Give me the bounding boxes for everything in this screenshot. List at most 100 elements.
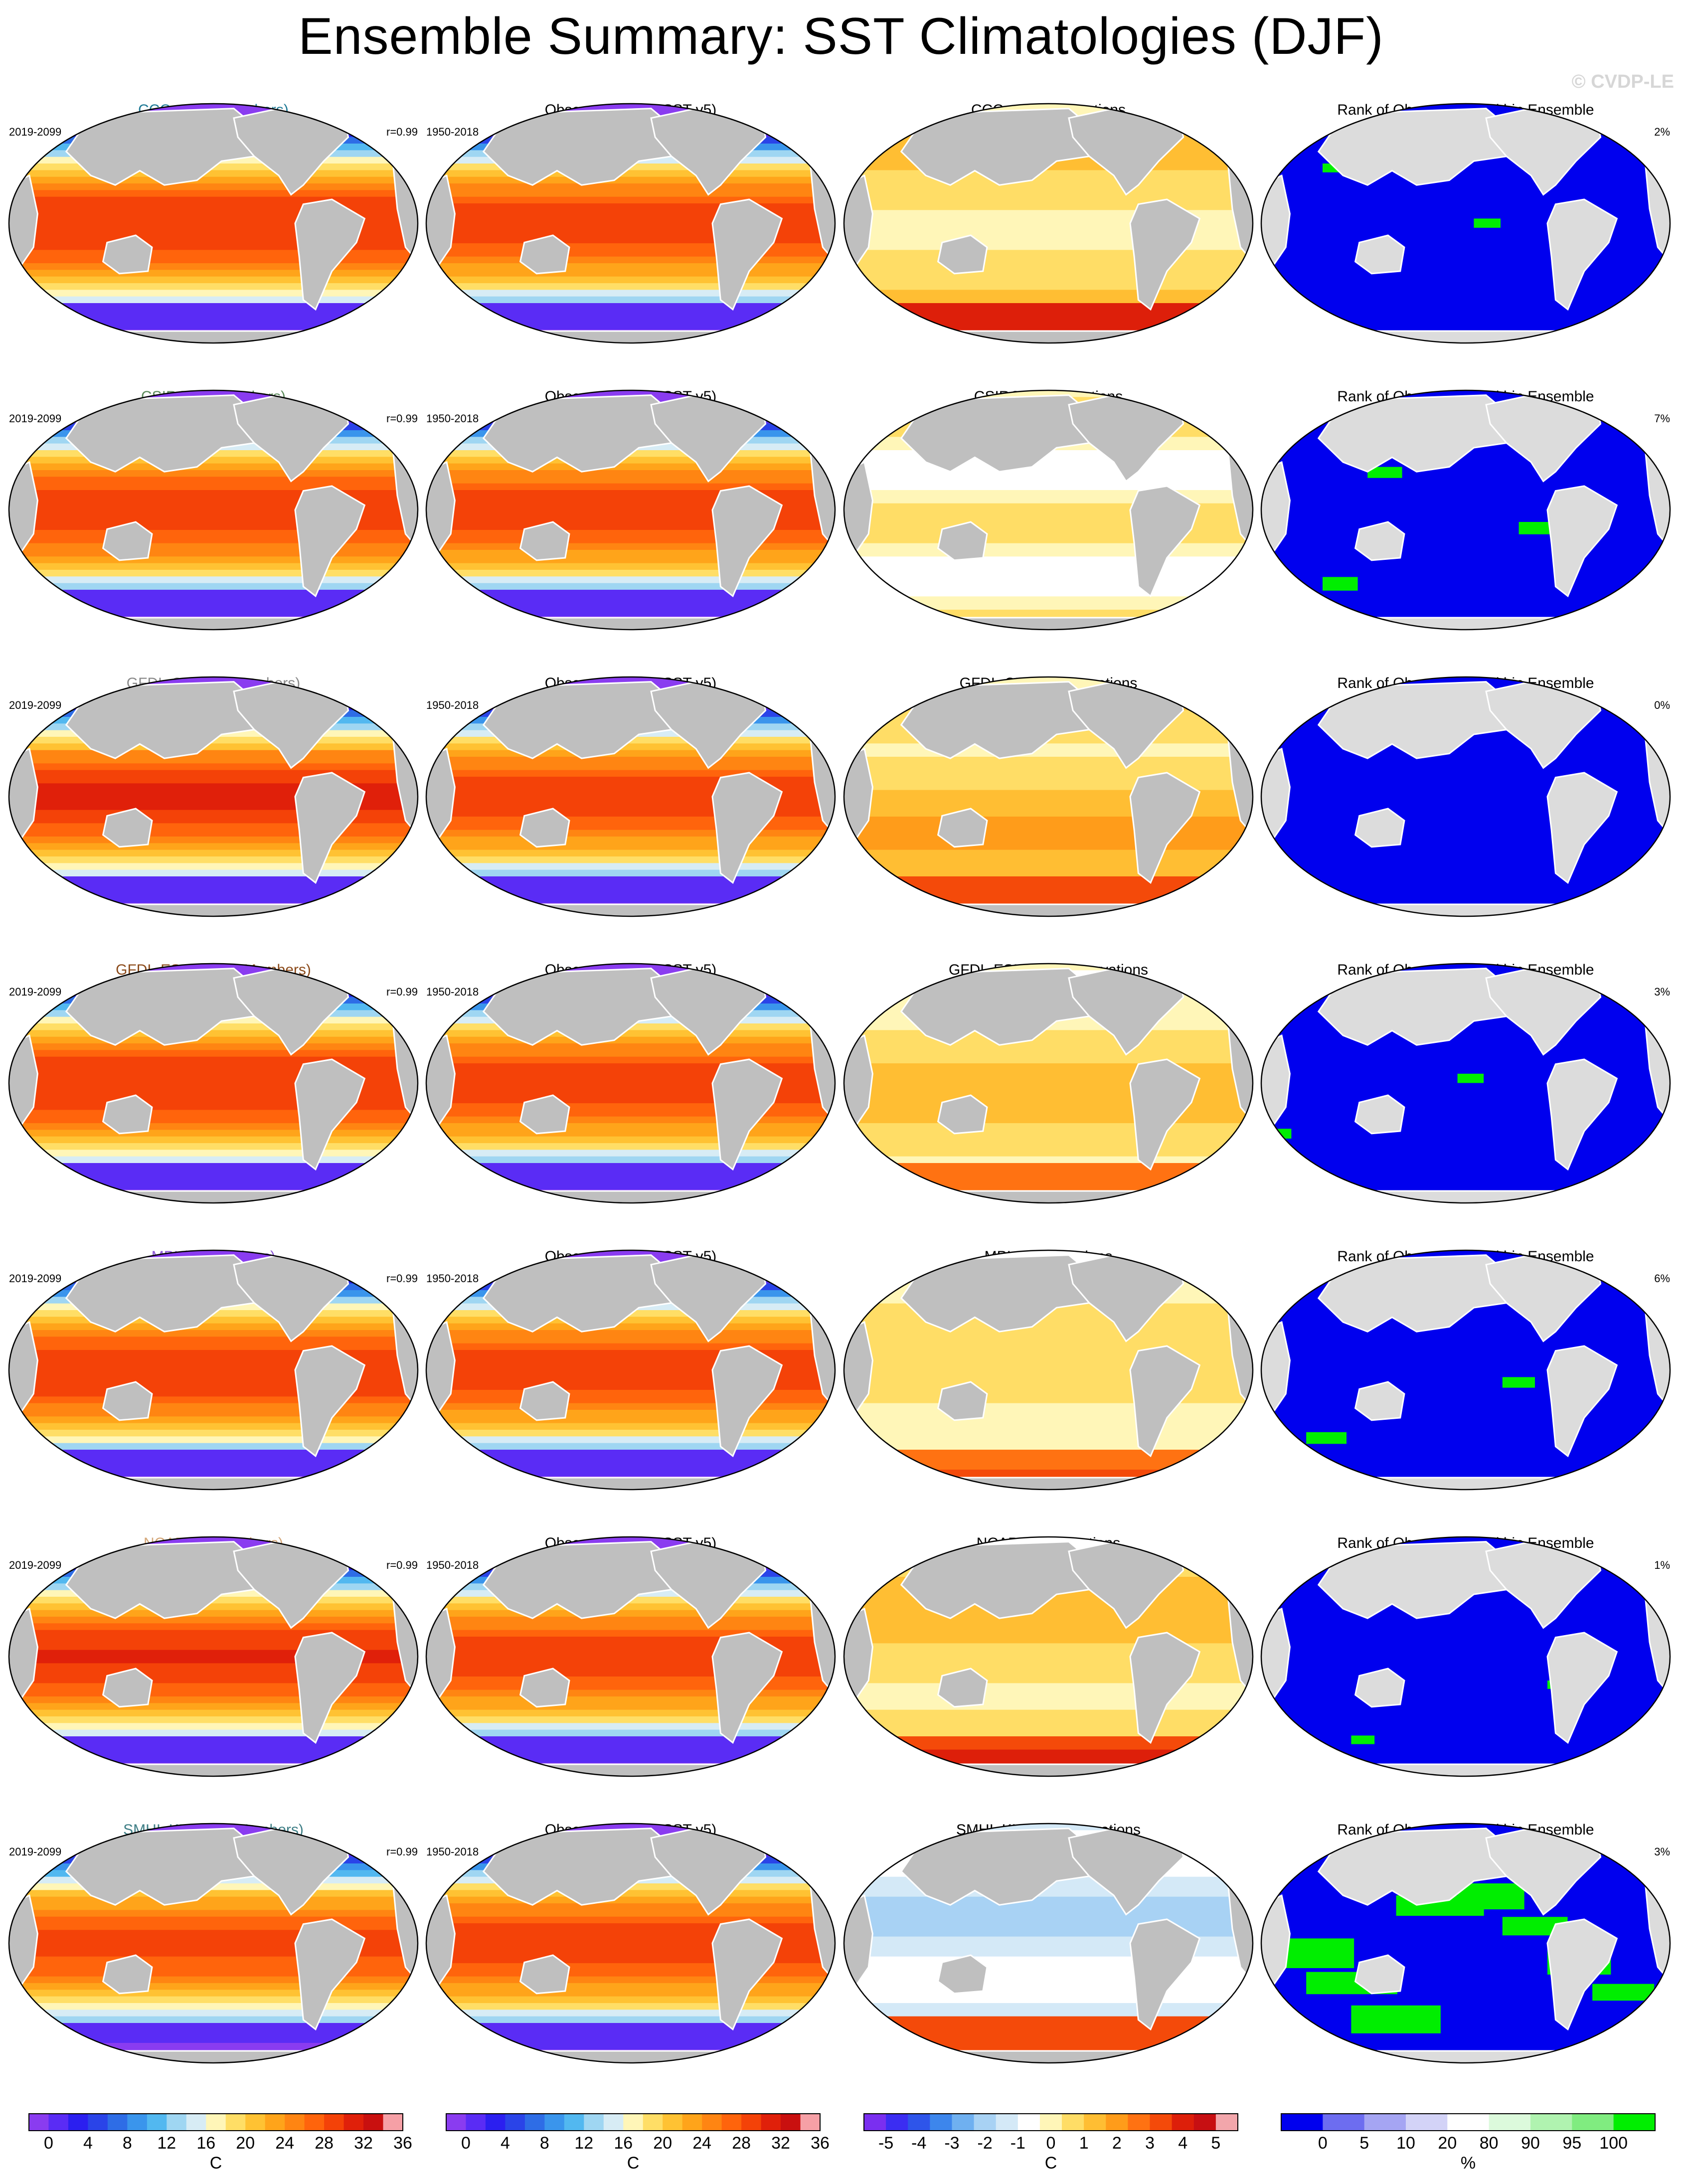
sst-band	[9, 1623, 418, 1631]
difference-band	[844, 1716, 1253, 1724]
map-outline	[843, 676, 1254, 917]
panel-difference: GFDL-ESM2M - Observations	[843, 962, 1254, 1204]
panel-observations: Observations (ERSST v5)1950-2018	[425, 962, 836, 1204]
difference-band	[844, 1677, 1253, 1684]
sst-band	[426, 1749, 835, 1757]
colorbar-swatch	[643, 2114, 663, 2131]
sst-band	[426, 830, 835, 837]
difference-band	[844, 1410, 1253, 1417]
map-field	[426, 964, 835, 1203]
colorbar-tick-label: -5	[878, 2134, 893, 2153]
sst-band	[9, 1050, 418, 1057]
colorbar-frame	[446, 2113, 821, 2131]
land-greenland	[1170, 1250, 1205, 1275]
land-samerica	[294, 198, 366, 311]
difference-band	[844, 323, 1253, 331]
sst-band	[9, 1136, 418, 1144]
sst-band	[9, 243, 418, 251]
period-label: 2019-2099	[9, 412, 61, 425]
sst-band	[9, 1996, 418, 2004]
sst-band	[9, 563, 418, 570]
sst-band	[426, 183, 835, 191]
sst-band	[426, 1337, 835, 1344]
sst-band	[9, 777, 418, 784]
land-africa	[1261, 174, 1291, 272]
difference-band	[844, 1910, 1253, 1917]
correlation-label: r=0.99	[386, 986, 418, 998]
sst-band	[9, 1963, 418, 1971]
sst-band	[426, 1603, 835, 1611]
colorbar-unit-label: C	[627, 2154, 640, 2173]
land-australia	[519, 1094, 570, 1135]
difference-band	[844, 1443, 1253, 1450]
sst-band	[426, 1990, 835, 1997]
sst-band	[9, 1976, 418, 1984]
difference-band	[844, 1343, 1253, 1350]
colorbar-swatch	[225, 2114, 246, 2131]
land-samerica	[1546, 1345, 1618, 1458]
sst-band	[9, 1103, 418, 1111]
map-field	[426, 1537, 835, 1776]
colorbar-tick-label: 24	[692, 2134, 711, 2153]
land-africa	[426, 1034, 456, 1132]
colorbar-tick-label: 12	[574, 2134, 593, 2153]
period-label: 1950-2018	[426, 1559, 479, 1571]
sst-band	[426, 1996, 835, 2004]
sst-band	[426, 196, 835, 204]
difference-band	[844, 1337, 1253, 1344]
map-outline	[843, 103, 1254, 344]
colorbar-swatch	[88, 2114, 108, 2131]
sst-band	[9, 490, 418, 498]
panel-observations: Observations (ERSST v5)1950-2018	[425, 675, 836, 917]
colorbar-tick-label: 20	[236, 2134, 255, 2153]
sst-band	[9, 1456, 418, 1464]
sst-band	[9, 1683, 418, 1690]
land-australia	[937, 1668, 988, 1708]
map-field	[1261, 390, 1670, 630]
sst-band	[9, 176, 418, 184]
land-australia	[102, 808, 153, 848]
sst-band	[426, 1156, 835, 1164]
difference-band	[844, 183, 1253, 191]
land-africa	[9, 747, 38, 845]
sst-band	[426, 1170, 835, 1177]
difference-band	[844, 263, 1253, 271]
land-africa	[426, 174, 456, 272]
sst-band	[9, 1610, 418, 1617]
difference-band	[844, 477, 1253, 484]
land-australia	[937, 1381, 988, 1421]
land-greenland	[1170, 390, 1205, 415]
land-samerica	[1546, 1918, 1618, 2031]
sst-band	[9, 1436, 418, 1444]
sst-band	[426, 536, 835, 544]
difference-band	[844, 1623, 1253, 1631]
sst-band	[9, 837, 418, 844]
map-outline	[425, 1536, 836, 1777]
land-samerica	[294, 485, 366, 598]
sst-band	[9, 583, 418, 590]
difference-band	[844, 1176, 1253, 1183]
difference-band	[844, 1423, 1253, 1430]
sst-band	[9, 1036, 418, 1044]
difference-band	[844, 1990, 1253, 1997]
map-outline	[8, 1823, 419, 2064]
colorbar-tick-label: 24	[275, 2134, 294, 2153]
difference-band	[844, 1470, 1253, 1477]
colorbar-tick-label: 0	[1046, 2134, 1056, 2153]
sst-band	[9, 310, 418, 317]
sst-band	[9, 536, 418, 544]
land-africa	[426, 1321, 456, 1419]
difference-band	[844, 1890, 1253, 1897]
difference-band	[844, 576, 1253, 584]
map-outline	[425, 963, 836, 1204]
difference-band	[844, 2003, 1253, 2011]
sst-band	[9, 1156, 418, 1164]
colorbar-tick-label: 100	[1599, 2134, 1628, 2153]
sst-band	[426, 823, 835, 831]
colorbar-swatch	[1489, 2114, 1531, 2131]
land-samerica	[1129, 1345, 1201, 1458]
sst-band	[9, 556, 418, 564]
colorbar-3: -5 -4 -3 -2 -1 0 1 2 3 4 5 C	[863, 2113, 1238, 2173]
sst-band	[9, 1330, 418, 1338]
sst-band	[426, 1423, 835, 1430]
